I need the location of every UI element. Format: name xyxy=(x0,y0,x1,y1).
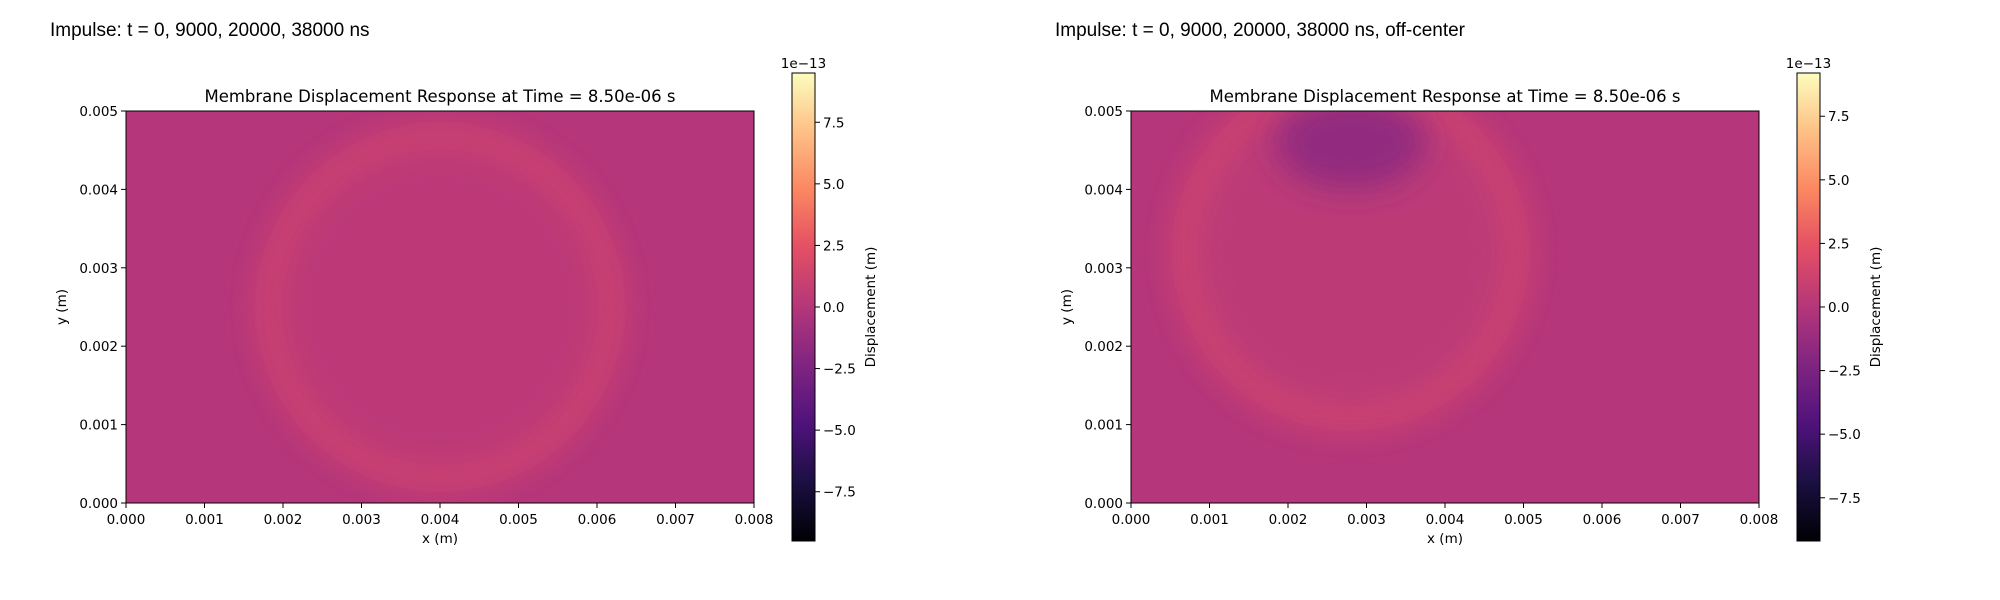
colorbar-label: Displacement (m) xyxy=(1868,247,1884,368)
x-tick-label: 0.000 xyxy=(1112,512,1151,528)
colorbar-offset-text: 1e−13 xyxy=(781,56,826,72)
x-tick-label: 0.003 xyxy=(342,512,381,528)
heatmap-chart: Membrane Displacement Response at Time =… xyxy=(1059,56,1884,547)
x-tick-label: 0.003 xyxy=(1347,512,1386,528)
colorbar-tick-label: −7.5 xyxy=(1828,491,1861,507)
x-tick-label: 0.007 xyxy=(656,512,695,528)
y-tick-label: 0.003 xyxy=(79,261,118,277)
x-tick-label: 0.005 xyxy=(1504,512,1543,528)
y-tick-label: 0.000 xyxy=(1084,496,1123,512)
x-tick-label: 0.004 xyxy=(1426,512,1465,528)
x-tick-label: 0.000 xyxy=(107,512,146,528)
y-tick-label: 0.005 xyxy=(79,104,118,120)
x-tick-label: 0.007 xyxy=(1661,512,1700,528)
x-tick-label: 0.001 xyxy=(1190,512,1229,528)
colorbar-tick-label: 7.5 xyxy=(823,115,844,131)
panel-center-impulse: Impulse: t = 0, 9000, 20000, 38000 ns Me… xyxy=(50,20,879,547)
chart-title: Membrane Displacement Response at Time =… xyxy=(204,87,675,106)
x-tick-label: 0.002 xyxy=(1269,512,1308,528)
y-tick-label: 0.004 xyxy=(1084,182,1123,198)
heatmap-blob xyxy=(1275,111,1427,190)
y-tick-label: 0.000 xyxy=(79,496,118,512)
y-tick-label: 0.005 xyxy=(1084,104,1123,120)
x-tick-label: 0.004 xyxy=(421,512,460,528)
colorbar-tick-label: 2.5 xyxy=(823,238,844,254)
y-tick-label: 0.001 xyxy=(1084,418,1123,434)
x-axis-label: x (m) xyxy=(422,531,458,547)
colorbar-label: Displacement (m) xyxy=(863,247,879,368)
colorbar-tick-label: −2.5 xyxy=(1828,364,1861,380)
colorbar xyxy=(1796,72,1821,542)
colorbar-tick-label: −2.5 xyxy=(823,362,856,378)
heatmap-ring xyxy=(261,128,619,486)
panel-offcenter-impulse: Impulse: t = 0, 9000, 20000, 38000 ns, o… xyxy=(1005,0,2000,600)
y-tick-label: 0.001 xyxy=(79,418,118,434)
heatmap-disk xyxy=(1193,111,1508,409)
colorbar-tick-label: 0.0 xyxy=(1828,300,1849,316)
heatmap-disk xyxy=(275,142,605,472)
y-axis-label: y (m) xyxy=(1059,289,1075,325)
colorbar xyxy=(791,72,816,542)
x-tick-label: 0.005 xyxy=(499,512,538,528)
y-axis-label: y (m) xyxy=(54,289,70,325)
x-tick-label: 0.001 xyxy=(185,512,224,528)
x-tick-label: 0.002 xyxy=(264,512,303,528)
colorbar-tick-label: −5.0 xyxy=(1828,427,1861,443)
colorbar-tick-label: 0.0 xyxy=(823,300,844,316)
x-tick-label: 0.008 xyxy=(1740,512,1779,528)
heatmap-field xyxy=(1131,111,1759,503)
y-tick-label: 0.002 xyxy=(1084,339,1123,355)
y-tick-label: 0.002 xyxy=(79,339,118,355)
heatmap-field xyxy=(126,111,754,503)
x-tick-label: 0.006 xyxy=(1583,512,1622,528)
colorbar-tick-label: 5.0 xyxy=(823,177,844,193)
colorbar-tick-label: −5.0 xyxy=(823,423,856,439)
colorbar-tick-label: 5.0 xyxy=(1828,173,1849,189)
x-tick-label: 0.006 xyxy=(578,512,617,528)
chart-title: Membrane Displacement Response at Time =… xyxy=(1209,87,1680,106)
y-tick-label: 0.004 xyxy=(79,182,118,198)
colorbar-tick-label: −7.5 xyxy=(823,485,856,501)
colorbar-offset-text: 1e−13 xyxy=(1786,56,1831,72)
heatmap-ring xyxy=(1176,111,1526,427)
x-axis-label: x (m) xyxy=(1427,531,1463,547)
heatmap-chart: Membrane Displacement Response at Time =… xyxy=(54,56,879,547)
colorbar-tick-label: 2.5 xyxy=(1828,236,1849,252)
panel-heading: Impulse: t = 0, 9000, 20000, 38000 ns xyxy=(50,20,370,41)
y-tick-label: 0.003 xyxy=(1084,261,1123,277)
colorbar-tick-label: 7.5 xyxy=(1828,109,1849,125)
panel-heading: Impulse: t = 0, 9000, 20000, 38000 ns, o… xyxy=(1055,20,1466,41)
x-tick-label: 0.008 xyxy=(735,512,774,528)
